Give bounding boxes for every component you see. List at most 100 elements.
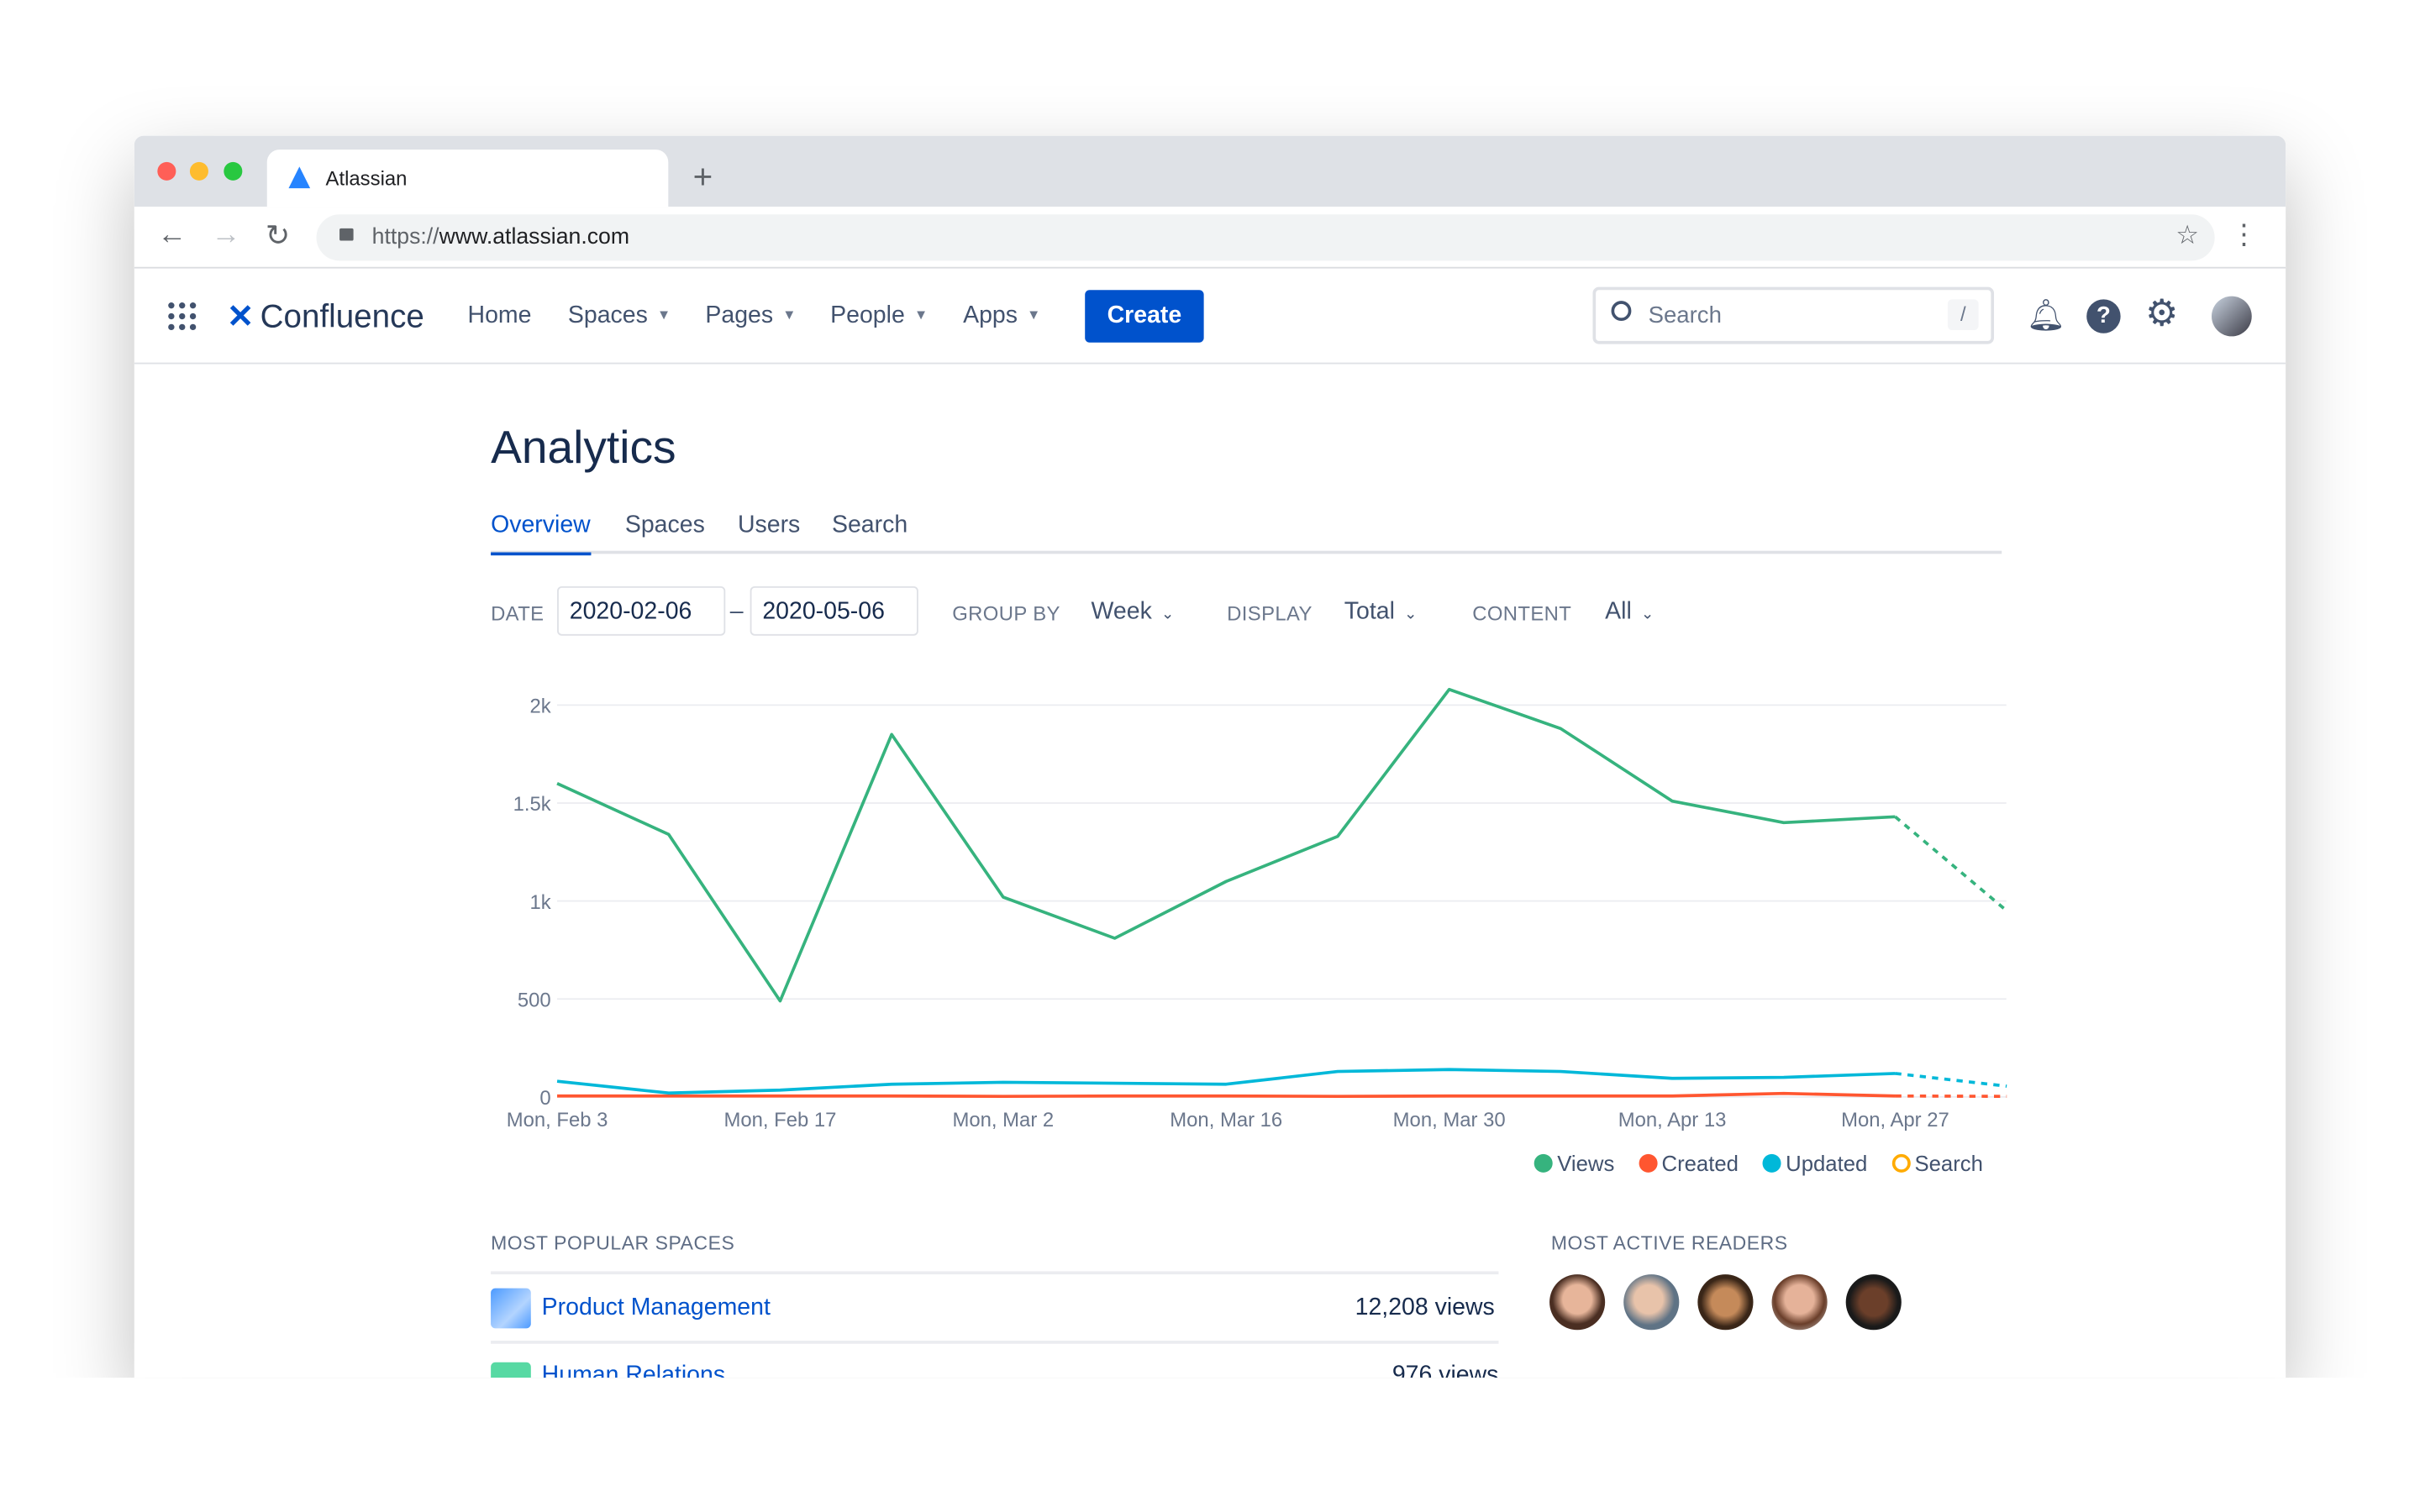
series-line-updated [556,1068,1896,1095]
new-tab-button[interactable]: + [692,157,713,197]
tab-users[interactable]: Users [737,512,801,539]
space-link[interactable]: Human Relations [541,1362,726,1378]
legend-label: Search [1914,1151,1983,1176]
confluence-logo[interactable]: ✕ Confluence [227,297,424,336]
nav-apps[interactable]: Apps ▼ [963,302,1040,330]
tab-search[interactable]: Search [831,512,908,539]
url-input[interactable]: https://www.atlassian.com ☆ [316,214,2215,261]
date-from-input[interactable]: 2020-02-06 [557,585,726,636]
nav-label: Home [467,302,532,329]
analytics-chart: 0 500 1k 1.5k 2k Mon, Feb 3 Mon, Feb 17 Mon, Ma… [507,687,2008,1131]
atlassian-logo-icon [288,166,311,189]
reader-avatar[interactable] [1845,1274,1902,1331]
page-title: Analytics [491,423,676,474]
caret-down-icon: ▼ [1027,307,1041,323]
reader-avatar[interactable] [1549,1274,1606,1331]
divider [491,1271,1499,1275]
content-dropdown[interactable]: All ⌄ [1605,599,1654,627]
space-row-partial: Human Relations 976 views [491,1357,1498,1378]
nav-home[interactable]: Home [468,302,532,330]
x-tick-label: Mon, Apr 27 [1841,1109,1949,1131]
search-placeholder: Search [1648,302,1722,329]
legend-label: Updated [1786,1151,1868,1176]
reader-avatar[interactable] [1623,1274,1680,1331]
legend-updated-icon [1762,1153,1781,1173]
chevron-down-icon: ⌄ [1640,606,1655,624]
url-scheme: https:// [371,225,439,250]
legend-search-icon [1891,1153,1910,1173]
forward-arrow-icon[interactable]: → [211,218,241,252]
tab-spaces[interactable]: Spaces [624,512,705,539]
y-tick-label: 1.5k [513,793,551,816]
nav-spaces[interactable]: Spaces ▼ [568,302,671,330]
dropdown-value: Total [1344,598,1395,625]
nav-pages[interactable]: Pages ▼ [705,302,796,330]
help-icon[interactable]: ? [2086,299,2121,333]
reload-icon[interactable]: ↻ [265,220,291,254]
date-to-input[interactable]: 2020-05-06 [750,585,918,636]
display-dropdown[interactable]: Total ⌄ [1344,599,1418,627]
group-by-label: GROUP BY [952,601,1060,625]
active-readers-heading: MOST ACTIVE READERS [1550,1232,1788,1255]
space-icon [491,1362,531,1378]
legend-created-icon [1638,1153,1657,1173]
y-tick-label: 2k [529,696,550,718]
dropdown-value: All [1605,598,1632,625]
caret-down-icon: ▼ [782,307,797,323]
maximize-window-button[interactable] [224,161,243,181]
tab-bar: Atlassian + [134,135,2286,207]
x-tick-label: Mon, Mar 30 [1393,1109,1506,1131]
caret-down-icon: ▼ [913,307,929,323]
date-separator: – [729,598,744,625]
display-label: DISPLAY [1227,601,1313,625]
space-link[interactable]: Product Management [541,1294,771,1321]
x-tick-label: Mon, Mar 2 [953,1109,1055,1131]
nav-people[interactable]: People ▼ [830,302,928,330]
space-icon [491,1288,531,1329]
tab-overview[interactable]: Overview [491,512,591,556]
app-switcher-icon[interactable] [168,302,197,331]
search-input[interactable]: Search / [1592,286,1995,344]
group-by-dropdown[interactable]: Week ⌄ [1092,599,1175,627]
nav-label: Pages [705,302,774,329]
minimize-window-button[interactable] [189,161,208,181]
series-line-created [557,1091,1896,1099]
back-arrow-icon[interactable]: ← [157,218,187,252]
dropdown-value: Week [1091,598,1152,625]
legend-label: Views [1557,1151,1615,1176]
search-icon [1611,301,1632,322]
browser-tab[interactable]: Atlassian [266,150,669,207]
x-tick-label: Mon, Feb 3 [507,1109,608,1131]
close-window-button[interactable] [157,161,176,181]
series-line-views [556,687,1896,1003]
content-label: CONTENT [1472,601,1572,625]
series-projection-views [1894,815,2008,912]
notifications-bell-icon[interactable]: 🔔︎ [2026,299,2066,333]
popular-spaces-heading: MOST POPULAR SPACES [491,1232,735,1255]
x-tick-label: Mon, Mar 16 [1170,1109,1282,1131]
bookmark-star-icon[interactable]: ☆ [2175,220,2200,250]
user-avatar[interactable] [2211,296,2252,337]
brand-name: Confluence [260,299,424,335]
browser-menu-icon[interactable]: ⋮ [2230,218,2259,250]
create-button[interactable]: Create [1085,290,1204,343]
browser-window: Atlassian + ← → ↻ https://www.atlassian.… [134,135,2286,1378]
settings-gear-icon[interactable]: ⚙ [2145,292,2179,335]
legend-label: Created [1661,1151,1739,1176]
analytics-tabs: Overview Spaces Users Search [491,506,2002,556]
x-tick-label: Mon, Feb 17 [723,1109,836,1131]
reader-avatar[interactable] [1697,1274,1754,1331]
nav-label: Spaces [567,302,648,329]
space-views: 12,208 views [1355,1294,1495,1321]
confluence-nav: ✕ Confluence Home Spaces ▼ Pages ▼ People ▼ … [134,270,2286,365]
nav-label: Apps [963,302,1018,329]
legend-views-icon [1534,1153,1553,1173]
chevron-down-icon: ⌄ [1403,606,1418,624]
url-host: www.atlassian.com [439,225,630,250]
y-tick-label: 1k [529,891,550,914]
reader-avatar[interactable] [1771,1274,1828,1331]
tab-title: Atlassian [325,166,408,190]
lock-icon [339,228,354,241]
caret-down-icon: ▼ [656,307,671,323]
search-shortcut: / [1947,299,1979,331]
